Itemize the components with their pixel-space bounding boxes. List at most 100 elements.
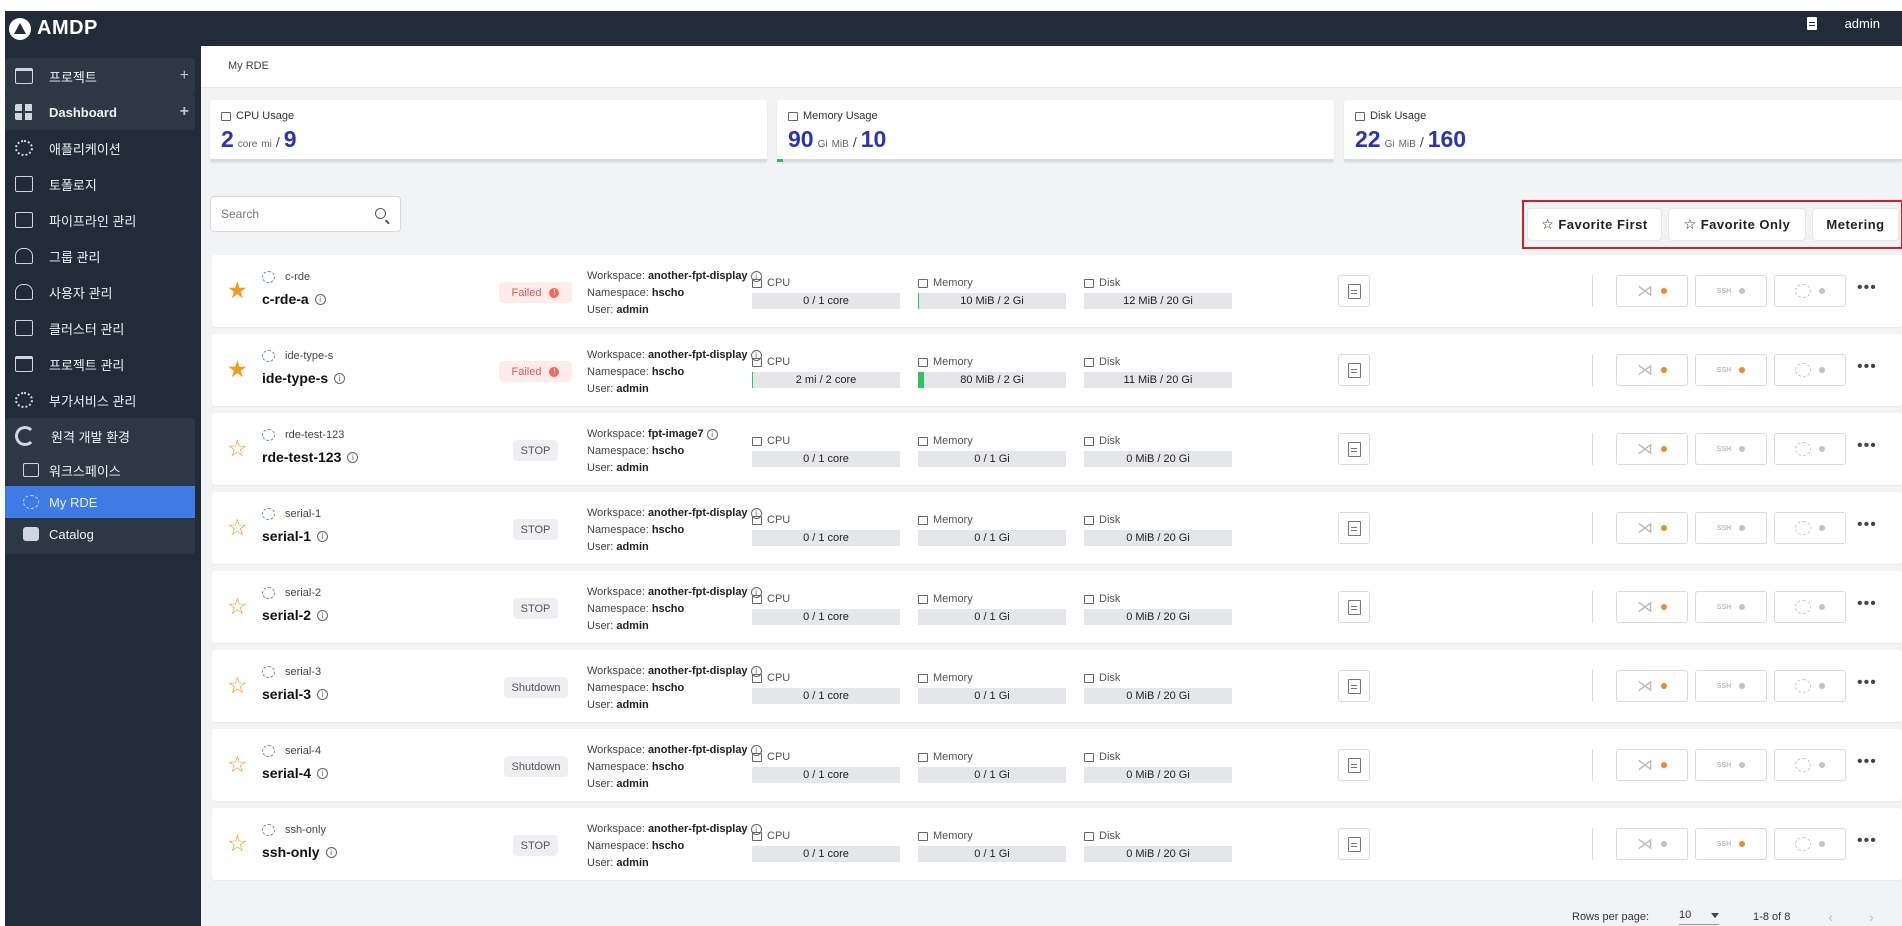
- favorite-star-icon[interactable]: ☆: [227, 830, 248, 856]
- add-icon[interactable]: +: [179, 103, 189, 120]
- rde-name[interactable]: ssh-only i: [262, 844, 337, 860]
- rde-name[interactable]: serial-3 i: [262, 686, 329, 702]
- log-button[interactable]: [1338, 828, 1370, 860]
- rde-name[interactable]: serial-2 i: [262, 607, 329, 623]
- info-icon[interactable]: i: [750, 666, 762, 677]
- ssh-button[interactable]: SSH: [1695, 591, 1767, 623]
- favorite-star-icon[interactable]: ☆: [227, 751, 248, 777]
- info-icon[interactable]: i: [750, 587, 762, 598]
- info-icon[interactable]: i: [325, 846, 337, 858]
- ssh-button[interactable]: SSH: [1695, 512, 1767, 544]
- rde-row[interactable]: ☆ serial-4 serial-4 i Shutdown Workspace: ano…: [212, 729, 1902, 801]
- log-button[interactable]: [1338, 749, 1370, 781]
- favorite-star-icon[interactable]: ☆: [227, 593, 248, 619]
- info-icon[interactable]: i: [317, 688, 329, 700]
- vscode-button[interactable]: ⋊: [1616, 828, 1688, 860]
- rde-row[interactable]: ☆ serial-1 serial-1 i STOP Workspace: another…: [212, 492, 1902, 564]
- info-icon[interactable]: i: [347, 451, 359, 463]
- sidebar-item-project[interactable]: 프로젝트 +: [5, 58, 195, 94]
- info-icon[interactable]: i: [750, 508, 762, 519]
- rows-per-page-select[interactable]: 10: [1679, 909, 1720, 925]
- sidebar-item-topology[interactable]: 토폴로지: [5, 166, 201, 202]
- sidebar-item-cluster[interactable]: 클러스터 관리: [5, 310, 201, 346]
- log-button[interactable]: [1338, 433, 1370, 465]
- log-button[interactable]: [1338, 512, 1370, 544]
- rde-name[interactable]: ide-type-s i: [262, 370, 346, 386]
- jupyter-button[interactable]: [1774, 749, 1846, 781]
- info-icon[interactable]: i: [750, 824, 762, 835]
- rde-row[interactable]: ★ c-rde c-rde-a i Failed! Workspace: another-…: [212, 255, 1902, 327]
- search-input[interactable]: [211, 197, 361, 231]
- favorite-first-button[interactable]: ☆ Favorite First: [1527, 208, 1662, 241]
- favorite-star-icon[interactable]: ☆: [227, 514, 248, 540]
- ssh-button[interactable]: SSH: [1695, 433, 1767, 465]
- info-icon[interactable]: i: [750, 271, 762, 282]
- vscode-button[interactable]: ⋊: [1616, 275, 1688, 307]
- more-options-icon[interactable]: •••: [1857, 358, 1877, 375]
- rde-row[interactable]: ★ ide-type-s ide-type-s i Failed! Workspace: …: [212, 334, 1902, 406]
- favorite-star-icon[interactable]: ☆: [227, 672, 248, 698]
- rde-row[interactable]: ☆ serial-2 serial-2 i STOP Workspace: another…: [212, 571, 1902, 643]
- vscode-button[interactable]: ⋊: [1616, 433, 1688, 465]
- rde-name[interactable]: rde-test-123 i: [262, 449, 359, 465]
- vscode-button[interactable]: ⋊: [1616, 354, 1688, 386]
- sidebar-item-application[interactable]: 애플리케이션: [5, 130, 201, 166]
- more-options-icon[interactable]: •••: [1857, 832, 1877, 849]
- ssh-button[interactable]: SSH: [1695, 828, 1767, 860]
- log-button[interactable]: [1338, 591, 1370, 623]
- info-icon[interactable]: i: [317, 609, 329, 621]
- more-options-icon[interactable]: •••: [1857, 595, 1877, 612]
- rde-name[interactable]: c-rde-a i: [262, 291, 326, 307]
- sidebar-item-addon[interactable]: 부가서비스 관리: [5, 382, 201, 418]
- more-options-icon[interactable]: •••: [1857, 674, 1877, 691]
- rde-row[interactable]: ☆ serial-3 serial-3 i Shutdown Workspace: ano…: [212, 650, 1902, 722]
- info-icon[interactable]: i: [750, 350, 762, 361]
- rde-name[interactable]: serial-4 i: [262, 765, 329, 781]
- sidebar-item-rde[interactable]: 원격 개발 환경: [5, 418, 195, 454]
- jupyter-button[interactable]: [1774, 591, 1846, 623]
- rde-row[interactable]: ☆ ssh-only ssh-only i STOP Workspace: another…: [212, 808, 1902, 880]
- favorite-star-icon[interactable]: ★: [227, 356, 248, 382]
- prev-page-button[interactable]: ‹: [1828, 909, 1834, 925]
- ssh-button[interactable]: SSH: [1695, 275, 1767, 307]
- info-icon[interactable]: i: [334, 372, 346, 384]
- sidebar-item-catalog[interactable]: Catalog: [5, 518, 195, 550]
- more-options-icon[interactable]: •••: [1857, 279, 1877, 296]
- favorite-star-icon[interactable]: ☆: [227, 435, 248, 461]
- info-icon[interactable]: i: [314, 293, 326, 305]
- log-button[interactable]: [1338, 275, 1370, 307]
- favorite-star-icon[interactable]: ★: [227, 277, 248, 303]
- sidebar-item-pipeline[interactable]: 파이프라인 관리: [5, 202, 201, 238]
- jupyter-button[interactable]: [1774, 512, 1846, 544]
- info-icon[interactable]: i: [706, 429, 718, 440]
- rde-row[interactable]: ☆ rde-test-123 rde-test-123 i STOP Workspace:…: [212, 413, 1902, 485]
- sidebar-item-workspace[interactable]: 워크스페이스: [5, 454, 195, 486]
- add-icon[interactable]: +: [179, 67, 189, 84]
- app-logo[interactable]: AMDP: [9, 17, 98, 40]
- jupyter-button[interactable]: [1774, 275, 1846, 307]
- rde-name[interactable]: serial-1 i: [262, 528, 329, 544]
- vscode-button[interactable]: ⋊: [1616, 512, 1688, 544]
- document-icon[interactable]: [1806, 17, 1817, 30]
- metering-button[interactable]: Metering: [1812, 208, 1899, 241]
- ssh-button[interactable]: SSH: [1695, 670, 1767, 702]
- jupyter-button[interactable]: [1774, 670, 1846, 702]
- log-button[interactable]: [1338, 354, 1370, 386]
- sidebar-item-user[interactable]: 사용자 관리: [5, 274, 201, 310]
- jupyter-button[interactable]: [1774, 828, 1846, 860]
- info-icon[interactable]: i: [750, 745, 762, 756]
- info-icon[interactable]: i: [317, 767, 329, 779]
- sidebar-item-dashboard[interactable]: Dashboard +: [5, 94, 195, 130]
- more-options-icon[interactable]: •••: [1857, 437, 1877, 454]
- search-icon[interactable]: [375, 208, 386, 219]
- ssh-button[interactable]: SSH: [1695, 354, 1767, 386]
- jupyter-button[interactable]: [1774, 433, 1846, 465]
- vscode-button[interactable]: ⋊: [1616, 670, 1688, 702]
- vscode-button[interactable]: ⋊: [1616, 591, 1688, 623]
- info-icon[interactable]: i: [317, 530, 329, 542]
- more-options-icon[interactable]: •••: [1857, 753, 1877, 770]
- jupyter-button[interactable]: [1774, 354, 1846, 386]
- log-button[interactable]: [1338, 670, 1370, 702]
- sidebar-item-project-admin[interactable]: 프로젝트 관리: [5, 346, 201, 382]
- sidebar-item-group[interactable]: 그룹 관리: [5, 238, 201, 274]
